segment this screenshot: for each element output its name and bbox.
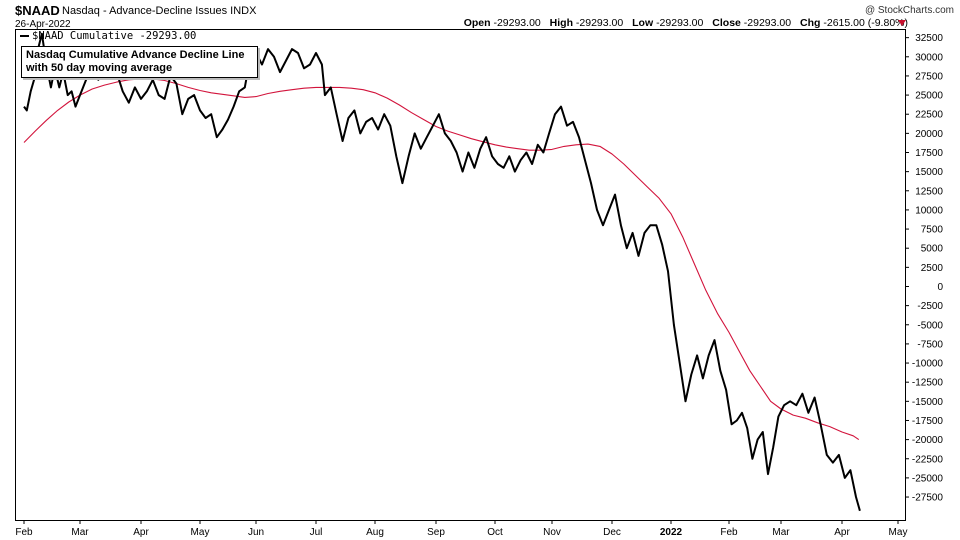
close-label: Close [712, 17, 741, 29]
open-label: Open [463, 17, 491, 29]
y-tick-label: -25000 [912, 473, 944, 484]
y-tick-label: 30000 [915, 52, 943, 63]
y-tick-label: 15000 [915, 167, 943, 178]
annotation-line-1: Nasdaq Cumulative Advance Decline Line [26, 49, 245, 61]
x-tick-label: Feb [720, 527, 738, 538]
y-tick-label: 0 [937, 282, 943, 293]
chart-date: 26-Apr-2022 [15, 19, 71, 30]
y-tick-label: -27500 [912, 493, 944, 504]
low-value: -29293.00 [656, 17, 704, 29]
close-value: -29293.00 [743, 17, 792, 29]
y-tick-label: -17500 [912, 416, 944, 427]
plot-frame [15, 29, 906, 521]
y-tick-label: -12500 [912, 378, 944, 389]
y-tick-label: 25000 [915, 91, 943, 102]
x-tick-label: Jul [310, 527, 323, 538]
y-tick-label: 32500 [915, 33, 943, 44]
annotation-line-2: with 50 day moving average [26, 62, 173, 74]
y-tick-label: 5000 [921, 244, 944, 255]
high-value: -29293.00 [575, 17, 624, 29]
y-tick-label: 22500 [915, 110, 943, 121]
chg-down-arrow-icon [898, 20, 906, 26]
y-tick-label: -2500 [917, 301, 943, 312]
legend: $NAAD Cumulative -29293.00 [20, 30, 196, 42]
x-tick-label: Apr [133, 527, 149, 538]
x-tick-label: Sep [427, 527, 445, 538]
low-label: Low [632, 17, 654, 29]
y-tick-label: 27500 [915, 71, 943, 82]
y-tick-label: 17500 [915, 148, 943, 159]
symbol-description: Nasdaq - Advance-Decline Issues INDX [62, 5, 257, 17]
x-tick-label: 2022 [660, 527, 683, 538]
x-tick-label: Apr [834, 527, 850, 538]
copyright-text: @ StockCharts.com [864, 5, 954, 16]
high-label: High [549, 17, 573, 29]
y-tick-label: -7500 [917, 339, 943, 350]
y-tick-label: 2500 [921, 263, 944, 274]
x-tick-label: May [191, 527, 210, 538]
y-tick-label: 7500 [921, 225, 944, 236]
x-tick-label: Feb [15, 527, 33, 538]
x-tick-label: Jun [248, 527, 264, 538]
open-value: -29293.00 [493, 17, 541, 29]
x-tick-label: Dec [603, 527, 621, 538]
y-tick-label: -5000 [917, 320, 943, 331]
chg-value: -2615.00 (-9.80%) [823, 17, 908, 29]
y-tick-label: -15000 [912, 397, 944, 408]
x-tick-label: Mar [772, 527, 790, 538]
x-tick-label: Nov [543, 527, 561, 538]
y-tick-label: 10000 [915, 205, 943, 216]
y-axis: 3250030000275002500022500200001750015000… [905, 33, 944, 504]
series-layer [23, 32, 861, 512]
y-tick-label: 20000 [915, 129, 943, 140]
price-line [23, 32, 861, 512]
x-tick-label: May [889, 527, 908, 538]
x-axis: Feb Mar Apr May Jun Jul Aug Sep Oct Nov Dec 2022 Feb… [15, 520, 907, 538]
moving-average-line [23, 78, 860, 441]
x-tick-label: Mar [71, 527, 89, 538]
x-tick-label: Oct [487, 527, 503, 538]
legend-label: $NAAD Cumulative -29293.00 [32, 30, 197, 42]
y-tick-label: -22500 [912, 454, 944, 465]
annotation-box: Nasdaq Cumulative Advance Decline Line w… [21, 46, 258, 78]
legend-swatch [20, 35, 29, 37]
y-tick-label: -10000 [912, 359, 944, 370]
ohlc-readout: Open -29293.00 High -29293.00 Low -29293… [464, 17, 908, 29]
y-tick-label: 12500 [915, 186, 943, 197]
y-tick-label: -20000 [912, 435, 944, 446]
symbol-title: $NAAD [15, 3, 60, 18]
chg-label: Chg [800, 17, 821, 29]
x-tick-label: Aug [366, 527, 384, 538]
